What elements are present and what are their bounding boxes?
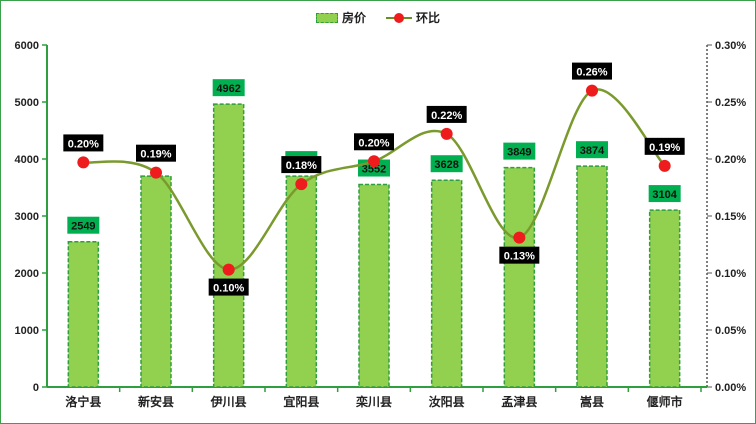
line-data-label: 0.20% <box>358 137 389 149</box>
legend-item-mom: 环比 <box>386 9 440 26</box>
bar-label-box <box>430 155 463 173</box>
bar-data-label: 2549 <box>71 221 95 233</box>
bar-label-box <box>648 185 681 203</box>
line-data-label: 0.26% <box>576 67 607 79</box>
x-tick-label: 宜阳县 <box>283 394 319 409</box>
y-left-tick-label: 2000 <box>15 268 39 280</box>
y-right-tick-label: 0.10% <box>715 268 746 280</box>
line-series <box>83 88 666 271</box>
x-tick-label: 栾川县 <box>355 394 392 409</box>
y-right-tick-label: 0.20% <box>715 154 746 166</box>
y-right-tick-label: 0.05% <box>715 325 746 337</box>
line-label-box <box>281 156 322 174</box>
legend-bar-label: 房价 <box>341 11 366 25</box>
line-point <box>77 156 90 169</box>
x-tick-label: 新安县 <box>138 394 174 409</box>
bar-data-label: 3874 <box>580 145 605 157</box>
y-left-tick-label: 4000 <box>15 154 39 166</box>
line-label-box <box>426 105 467 123</box>
bar-data-label: 3552 <box>362 164 386 176</box>
bar-data-label: 3849 <box>507 147 531 159</box>
line-point <box>658 159 671 172</box>
legend-line-label: 环比 <box>416 11 441 25</box>
line-point <box>222 263 235 276</box>
y-left-tick-label: 3000 <box>15 211 39 223</box>
bar-data-label: 4962 <box>216 83 240 95</box>
x-tick-label: 嵩县 <box>580 394 604 409</box>
line-data-label: 0.20% <box>68 138 99 150</box>
line-label-box <box>644 137 685 155</box>
y-right-tick-label: 0.00% <box>715 382 746 394</box>
bar <box>358 183 390 388</box>
line-data-label: 0.19% <box>649 142 680 154</box>
line-label-box <box>572 62 612 80</box>
y-right-tick-label: 0.25% <box>715 97 746 109</box>
line-label-box <box>354 133 394 151</box>
line-point <box>368 155 380 168</box>
x-tick-label: 伊川县 <box>210 394 247 409</box>
line-label-box <box>499 246 540 264</box>
y-left-tick-label: 1000 <box>15 325 39 337</box>
line-point <box>440 127 453 140</box>
line-label-box <box>63 134 104 152</box>
bar-label-box <box>212 79 245 97</box>
y-right-tick-label: 0.15% <box>715 211 746 223</box>
line-point <box>586 84 598 97</box>
y-right-tick-label: 0.30% <box>715 40 746 52</box>
bar <box>430 179 463 388</box>
line-data-label: 0.13% <box>504 251 535 263</box>
bar <box>285 175 318 388</box>
bar <box>212 103 245 388</box>
x-tick-label: 孟津县 <box>501 394 537 409</box>
line-data-label: 0.18% <box>286 160 317 172</box>
bar <box>576 165 608 388</box>
line-data-label: 0.22% <box>431 110 462 122</box>
x-tick-label: 汝阳县 <box>429 394 465 409</box>
y-left-tick-label: 0 <box>33 382 39 394</box>
line-label-box <box>136 144 176 162</box>
legend: 房价 环比 <box>1 9 755 26</box>
x-tick-label: 洛宁县 <box>65 394 101 409</box>
bar <box>503 166 536 388</box>
legend-item-price: 房价 <box>315 9 366 26</box>
y-left-tick-label: 5000 <box>15 97 39 109</box>
line-point <box>513 231 526 244</box>
line-point <box>295 178 308 191</box>
line-data-label: 0.19% <box>140 149 171 161</box>
legend-line-swatch <box>386 12 412 24</box>
line-data-label: 0.10% <box>213 283 244 295</box>
bar-label-box <box>503 142 536 160</box>
line-point <box>150 166 162 179</box>
line-label-box <box>208 278 249 296</box>
bar <box>140 175 172 388</box>
bar <box>648 209 681 388</box>
bar <box>67 240 100 388</box>
bar-label-box <box>576 141 608 159</box>
bar-data-label: 3104 <box>652 189 677 201</box>
legend-bar-swatch <box>315 12 338 23</box>
x-tick-label: 偃师市 <box>647 394 683 409</box>
y-left-tick-label: 6000 <box>15 40 39 52</box>
bar-data-label: 3628 <box>434 159 458 171</box>
bar-label-box <box>67 216 100 234</box>
